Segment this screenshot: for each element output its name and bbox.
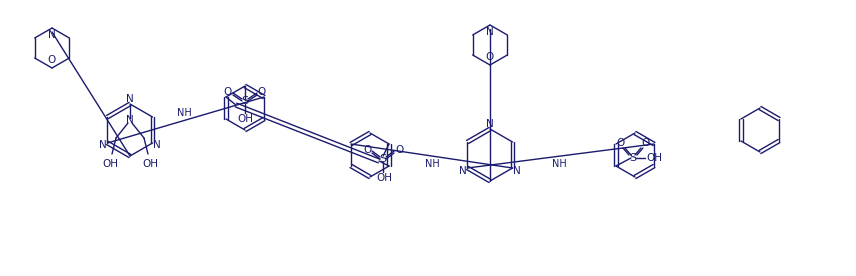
Text: OH: OH xyxy=(646,153,662,163)
Text: O: O xyxy=(642,138,650,148)
Text: O: O xyxy=(486,52,494,62)
Text: OH: OH xyxy=(142,159,158,169)
Text: S: S xyxy=(379,154,387,164)
Text: NH: NH xyxy=(177,108,192,118)
Text: OH: OH xyxy=(102,159,118,169)
Text: N: N xyxy=(153,140,161,150)
Text: O: O xyxy=(258,87,266,97)
Text: N: N xyxy=(126,94,134,104)
Text: O: O xyxy=(363,145,372,155)
Text: NH: NH xyxy=(552,159,568,169)
Text: N: N xyxy=(486,119,494,129)
Text: S: S xyxy=(629,153,637,163)
Text: OH: OH xyxy=(376,173,392,183)
Text: N: N xyxy=(48,30,56,40)
Text: O: O xyxy=(48,55,56,65)
Text: N: N xyxy=(126,115,134,125)
Text: OH: OH xyxy=(237,114,253,124)
Text: S: S xyxy=(241,96,248,106)
Text: O: O xyxy=(395,145,403,155)
Text: NH: NH xyxy=(425,159,440,169)
Text: N: N xyxy=(99,140,107,150)
Text: O: O xyxy=(224,87,232,97)
Text: N: N xyxy=(486,27,494,37)
Text: N: N xyxy=(513,166,520,176)
Text: N: N xyxy=(460,166,467,176)
Text: O: O xyxy=(617,138,625,148)
